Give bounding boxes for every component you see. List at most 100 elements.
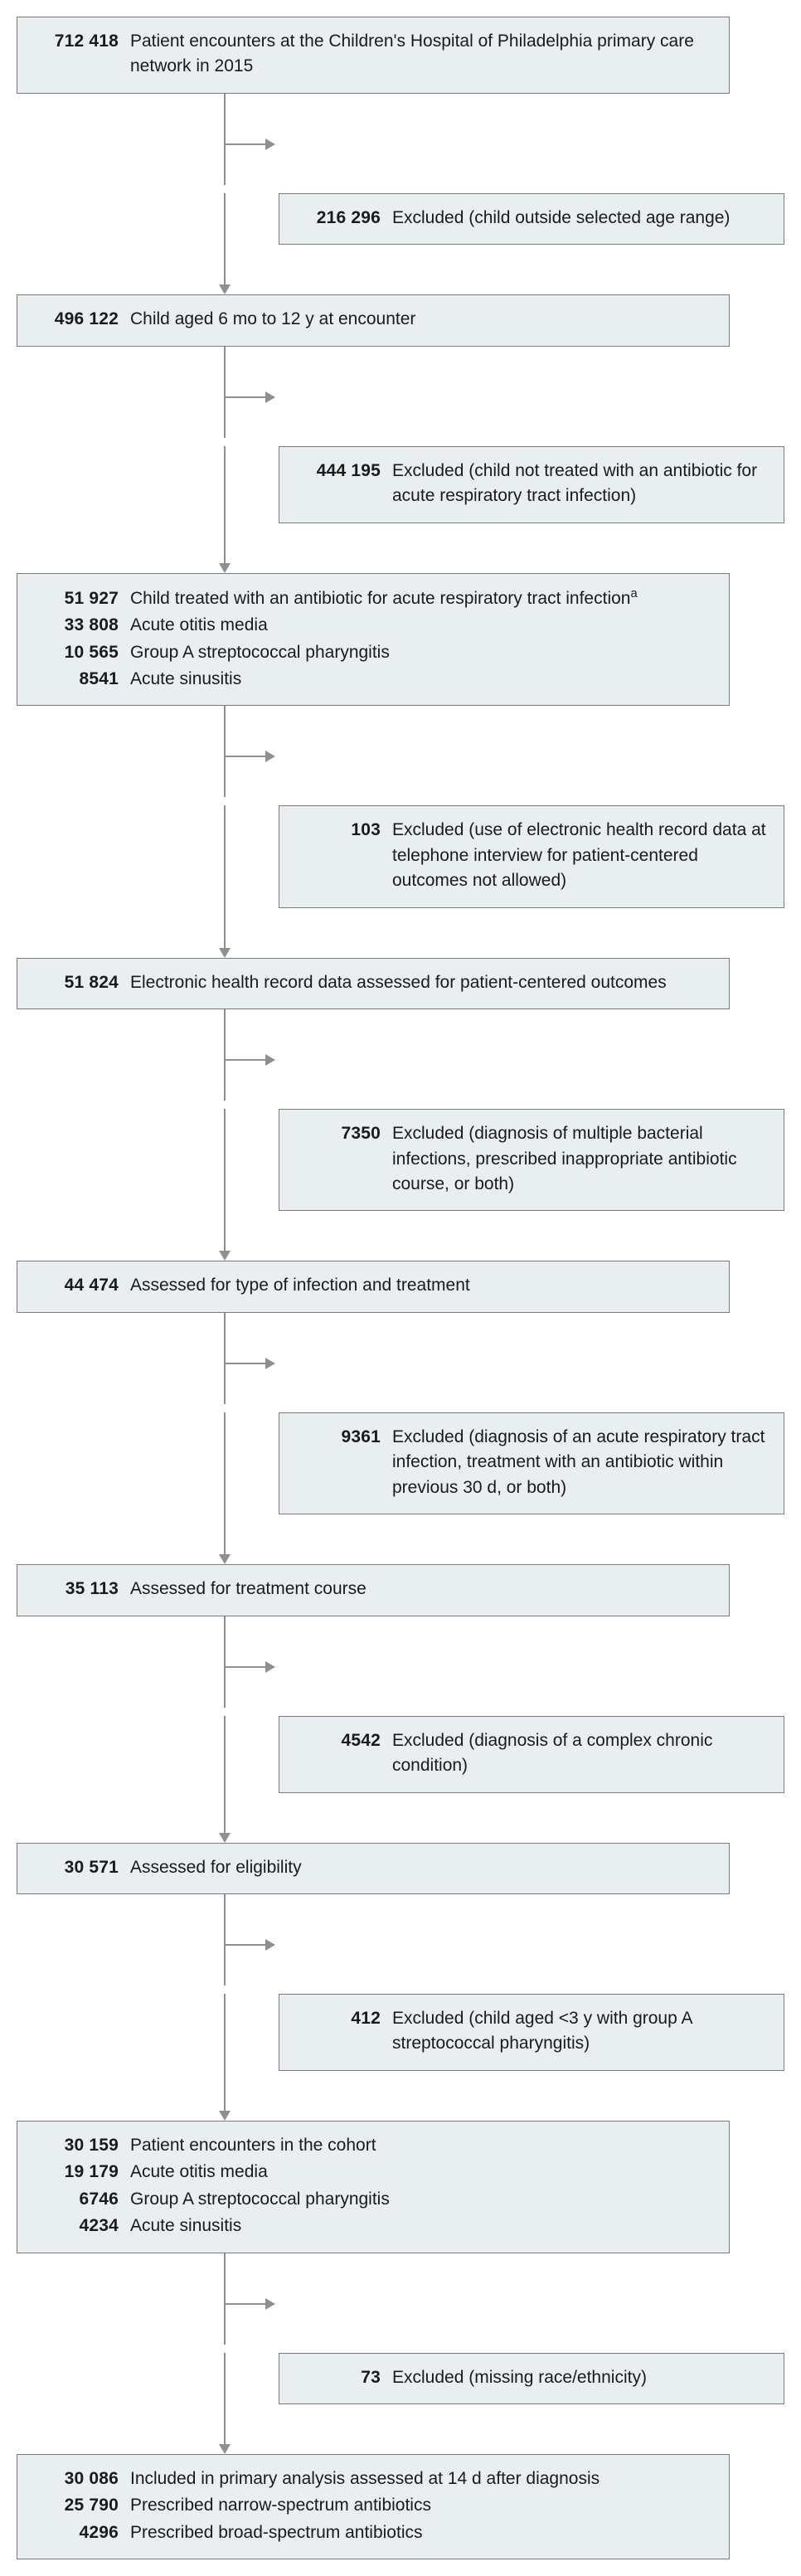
description-text: Patient encounters at the Children's Hos…: [130, 29, 714, 80]
box-line: 30 086Included in primary analysis asses…: [32, 2467, 714, 2491]
count-number: 25 790: [32, 2493, 130, 2518]
side-wrap: 9361Excluded (diagnosis of an acute resp…: [17, 1412, 784, 1514]
description-text: Excluded (diagnosis of a complex chronic…: [392, 1728, 769, 1779]
box-line: 51 824Electronic health record data asse…: [32, 970, 714, 995]
connector-down: [17, 245, 784, 294]
box-line: 33 808Acute otitis media: [32, 613, 714, 638]
connector-split: [17, 1616, 784, 1716]
count-number: 496 122: [32, 307, 130, 332]
count-number: 712 418: [32, 29, 130, 54]
main-box-7: 30 159Patient encounters in the cohort19…: [17, 2121, 730, 2253]
description-text: Assessed for treatment course: [130, 1577, 714, 1601]
connector-down: [17, 1514, 784, 1564]
box-line: 412Excluded (child aged <3 y with group …: [294, 2006, 769, 2057]
description-text: Prescribed broad-spectrum antibiotics: [130, 2520, 714, 2545]
count-number: 73: [294, 2365, 392, 2390]
description-text: Included in primary analysis assessed at…: [130, 2467, 714, 2491]
count-number: 412: [294, 2006, 392, 2031]
main-box-8: 30 086Included in primary analysis asses…: [17, 2454, 730, 2559]
connector-down: [17, 2404, 784, 2454]
exclude-box-6: 412Excluded (child aged <3 y with group …: [279, 1994, 784, 2071]
count-number: 30 159: [32, 2133, 130, 2158]
exclude-box-0: 216 296Excluded (child outside selected …: [279, 193, 784, 245]
box-line: 4542Excluded (diagnosis of a complex chr…: [294, 1728, 769, 1779]
box-line: 4234Acute sinusitis: [32, 2214, 714, 2238]
exclude-box-7: 73Excluded (missing race/ethnicity): [279, 2353, 784, 2404]
box-line: 73Excluded (missing race/ethnicity): [294, 2365, 769, 2390]
exclude-box-4: 9361Excluded (diagnosis of an acute resp…: [279, 1412, 784, 1514]
description-text: Excluded (child outside selected age ran…: [392, 206, 769, 231]
box-line: 35 113Assessed for treatment course: [32, 1577, 714, 1601]
count-number: 51 824: [32, 970, 130, 995]
description-text: Patient encounters in the cohort: [130, 2133, 714, 2158]
side-wrap: 103Excluded (use of electronic health re…: [17, 805, 784, 907]
description-text: Excluded (child aged <3 y with group A s…: [392, 2006, 769, 2057]
count-number: 30 086: [32, 2467, 130, 2491]
count-number: 4234: [32, 2214, 130, 2238]
main-box-3: 51 824Electronic health record data asse…: [17, 958, 730, 1009]
count-number: 19 179: [32, 2160, 130, 2185]
side-wrap: 7350Excluded (diagnosis of multiple bact…: [17, 1109, 784, 1211]
description-text: Group A streptococcal pharyngitis: [130, 2187, 714, 2212]
count-number: 7350: [294, 1121, 392, 1146]
description-text: Excluded (diagnosis of an acute respirat…: [392, 1425, 769, 1500]
description-text: Excluded (use of electronic health recor…: [392, 818, 769, 893]
count-number: 30 571: [32, 1855, 130, 1880]
flowchart-root: 712 418Patient encounters at the Childre…: [17, 17, 784, 2559]
description-text: Prescribed narrow-spectrum antibiotics: [130, 2493, 714, 2518]
exclude-box-2: 103Excluded (use of electronic health re…: [279, 805, 784, 907]
box-line: 25 790Prescribed narrow-spectrum antibio…: [32, 2493, 714, 2518]
count-number: 9361: [294, 1425, 392, 1450]
box-line: 712 418Patient encounters at the Childre…: [32, 29, 714, 80]
box-line: 4296Prescribed broad-spectrum antibiotic…: [32, 2520, 714, 2545]
description-text: Assessed for eligibility: [130, 1855, 714, 1880]
box-line: 10 565Group A streptococcal pharyngitis: [32, 640, 714, 665]
box-line: 44 474Assessed for type of infection and…: [32, 1273, 714, 1298]
connector-split: [17, 1894, 784, 1994]
main-box-1: 496 122Child aged 6 mo to 12 y at encoun…: [17, 294, 730, 346]
description-text: Excluded (child not treated with an anti…: [392, 459, 769, 509]
connector-split: [17, 347, 784, 446]
description-text: Acute otitis media: [130, 613, 714, 638]
count-number: 4296: [32, 2520, 130, 2545]
main-box-2: 51 927Child treated with an antibiotic f…: [17, 573, 730, 707]
connector-down: [17, 908, 784, 958]
connector-down: [17, 1211, 784, 1261]
side-wrap: 216 296Excluded (child outside selected …: [17, 193, 784, 245]
side-wrap: 444 195Excluded (child not treated with …: [17, 446, 784, 523]
side-wrap: 412Excluded (child aged <3 y with group …: [17, 1994, 784, 2071]
count-number: 35 113: [32, 1577, 130, 1601]
connector-split: [17, 1313, 784, 1412]
side-wrap: 73Excluded (missing race/ethnicity): [17, 2353, 784, 2404]
box-line: 444 195Excluded (child not treated with …: [294, 459, 769, 509]
description-text: Excluded (missing race/ethnicity): [392, 2365, 769, 2390]
description-text: Acute sinusitis: [130, 2214, 714, 2238]
description-text: Acute otitis media: [130, 2160, 714, 2185]
side-wrap: 4542Excluded (diagnosis of a complex chr…: [17, 1716, 784, 1793]
connector-down: [17, 2071, 784, 2121]
main-box-4: 44 474Assessed for type of infection and…: [17, 1261, 730, 1312]
exclude-box-5: 4542Excluded (diagnosis of a complex chr…: [279, 1716, 784, 1793]
box-line: 103Excluded (use of electronic health re…: [294, 818, 769, 893]
connector-split: [17, 1009, 784, 1109]
exclude-box-1: 444 195Excluded (child not treated with …: [279, 446, 784, 523]
box-line: 30 159Patient encounters in the cohort: [32, 2133, 714, 2158]
box-line: 7350Excluded (diagnosis of multiple bact…: [294, 1121, 769, 1197]
count-number: 216 296: [294, 206, 392, 231]
description-text: Electronic health record data assessed f…: [130, 970, 714, 995]
description-text: Acute sinusitis: [130, 667, 714, 692]
box-line: 9361Excluded (diagnosis of an acute resp…: [294, 1425, 769, 1500]
count-number: 103: [294, 818, 392, 843]
exclude-box-3: 7350Excluded (diagnosis of multiple bact…: [279, 1109, 784, 1211]
count-number: 33 808: [32, 613, 130, 638]
connector-split: [17, 706, 784, 805]
description-text: Assessed for type of infection and treat…: [130, 1273, 714, 1298]
description-text: Child treated with an antibiotic for acu…: [130, 586, 714, 611]
count-number: 8541: [32, 667, 130, 692]
count-number: 44 474: [32, 1273, 130, 1298]
main-box-5: 35 113Assessed for treatment course: [17, 1564, 730, 1616]
box-line: 216 296Excluded (child outside selected …: [294, 206, 769, 231]
main-box-6: 30 571Assessed for eligibility: [17, 1843, 730, 1894]
box-line: 8541Acute sinusitis: [32, 667, 714, 692]
box-line: 30 571Assessed for eligibility: [32, 1855, 714, 1880]
